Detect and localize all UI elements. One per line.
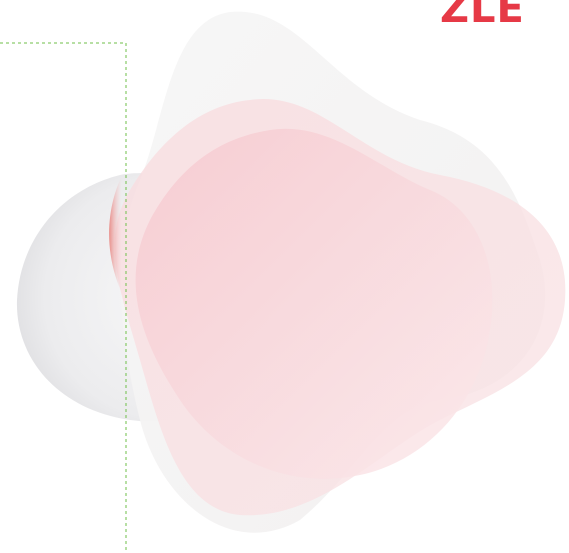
decoration [0, 0, 569, 553]
heading: ZLE [440, 0, 525, 32]
page: ZLE (() => { const data = JSON.parse(doc… [0, 0, 569, 553]
